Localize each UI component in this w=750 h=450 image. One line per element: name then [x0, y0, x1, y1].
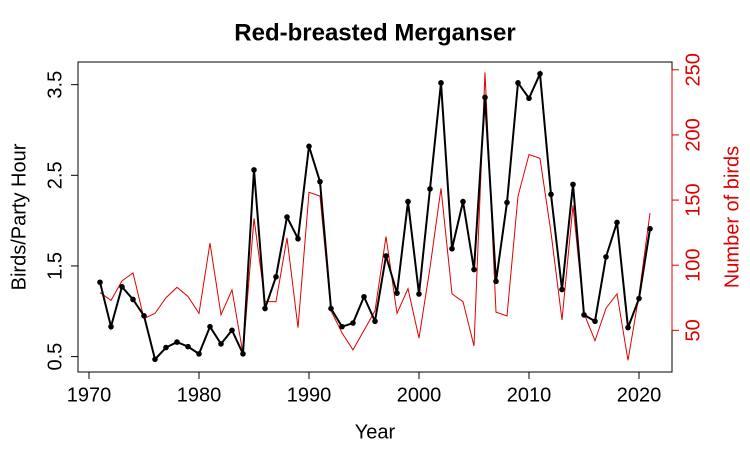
point [284, 214, 290, 220]
point [372, 318, 378, 325]
x-tick-label: 1970 [67, 384, 112, 406]
point [196, 351, 202, 357]
point [526, 95, 532, 102]
point [416, 291, 422, 297]
y-tick-label: 1.5 [44, 252, 66, 280]
point [207, 323, 213, 330]
point [317, 178, 323, 185]
point [438, 80, 444, 86]
point [185, 343, 191, 350]
y2-tick-label: 150 [682, 183, 704, 216]
point [504, 199, 510, 206]
point [603, 254, 609, 260]
point [350, 320, 356, 326]
point [240, 351, 246, 357]
y2-tick-label: 100 [682, 249, 704, 282]
point [493, 278, 499, 285]
point [383, 253, 389, 259]
point [119, 283, 125, 290]
y2-tick-label: 250 [682, 53, 704, 86]
point [559, 286, 565, 293]
point [460, 198, 466, 205]
point [97, 279, 103, 286]
point [482, 94, 488, 101]
point [130, 296, 136, 303]
point [647, 225, 653, 232]
point [471, 266, 477, 273]
point [405, 198, 411, 205]
x-tick-label: 1980 [177, 384, 222, 406]
point [581, 312, 587, 318]
x-tick-label: 2020 [617, 384, 662, 406]
point [251, 167, 257, 173]
x-tick-label: 2010 [507, 384, 552, 406]
point [141, 313, 147, 319]
point [548, 191, 554, 198]
point [570, 181, 576, 188]
chart-title: Red-breasted Merganser [234, 19, 515, 46]
point [394, 290, 400, 296]
y2-tick-label: 200 [682, 118, 704, 151]
point [273, 274, 279, 280]
plot-frame [77, 61, 673, 373]
point [262, 305, 268, 312]
point [515, 80, 521, 86]
point [174, 339, 180, 345]
point [339, 323, 345, 330]
point [229, 327, 235, 334]
point [163, 344, 169, 351]
point [361, 293, 367, 300]
x-tick-label: 1990 [287, 384, 332, 406]
series-line [99, 69, 651, 362]
point [614, 219, 620, 226]
point [306, 143, 312, 150]
point [636, 295, 642, 302]
series-line [99, 72, 651, 361]
y-tick-label: 2.5 [44, 161, 66, 189]
y-tick-label: 3.5 [44, 71, 66, 99]
point [108, 323, 114, 330]
point [537, 70, 543, 77]
point [427, 186, 433, 192]
point [592, 318, 598, 325]
point [449, 245, 455, 252]
y2-axis-label: Number of birds [721, 146, 743, 288]
y-axis-label: Birds/Party Hour [8, 143, 30, 290]
y2-tick-label: 50 [682, 319, 704, 341]
point [328, 305, 334, 312]
x-tick-label: 2000 [397, 384, 442, 406]
point [218, 341, 224, 347]
point [295, 235, 301, 242]
point [625, 324, 631, 331]
point [152, 356, 158, 363]
y-tick-label: 0.5 [44, 343, 66, 371]
x-axis-label: Year [355, 421, 396, 443]
